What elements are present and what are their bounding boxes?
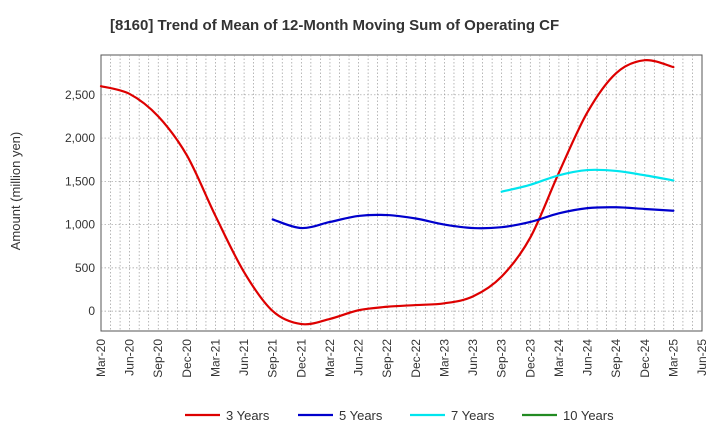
x-tick-label: Mar-22 xyxy=(323,339,337,377)
series-lines xyxy=(99,59,675,326)
x-tick-label: Mar-24 xyxy=(552,339,566,377)
x-tick-label: Sep-23 xyxy=(495,339,509,378)
x-tick-label: Sep-22 xyxy=(380,339,394,378)
x-tick-label: Mar-21 xyxy=(208,339,222,377)
series-line-7-years xyxy=(500,168,675,193)
x-tick-label: Dec-24 xyxy=(638,339,652,378)
x-tick-label: Sep-24 xyxy=(609,339,623,378)
series-line-5-years xyxy=(271,206,675,230)
legend-label: 7 Years xyxy=(451,408,495,423)
x-tick-label: Sep-20 xyxy=(151,339,165,378)
y-tick-label: 2,000 xyxy=(65,131,95,145)
x-tick-label: Jun-20 xyxy=(123,339,137,376)
y-tick-label: 0 xyxy=(88,304,95,318)
x-tick-label: Jun-23 xyxy=(466,339,480,376)
x-tick-label: Mar-23 xyxy=(437,339,451,377)
y-tick-label: 1,500 xyxy=(65,174,95,188)
y-axis-label: Amount (million yen) xyxy=(8,132,23,251)
chart-title: [8160] Trend of Mean of 12-Month Moving … xyxy=(110,17,559,34)
x-tick-label: Mar-25 xyxy=(666,339,680,377)
x-axis-ticks: Mar-20 Jun-20 Sep-20 Dec-20 Mar-21 Jun-21 Sep-… xyxy=(94,339,709,378)
x-tick-label: Jun-24 xyxy=(581,339,595,376)
x-tick-label: Dec-20 xyxy=(180,339,194,378)
legend-label: 3 Years xyxy=(226,408,270,423)
x-tick-label: Dec-21 xyxy=(294,339,308,378)
x-tick-label: Jun-25 xyxy=(695,339,709,376)
plot-area xyxy=(100,54,703,332)
x-tick-label: Jun-22 xyxy=(352,339,366,376)
x-tick-label: Dec-23 xyxy=(523,339,537,378)
y-tick-label: 1,000 xyxy=(65,218,95,232)
legend: 3 Years 5 Years 7 Years 10 Years xyxy=(185,408,614,423)
y-tick-label: 500 xyxy=(75,261,95,275)
y-gridlines xyxy=(101,94,702,312)
x-tick-label: Sep-21 xyxy=(266,339,280,378)
y-tick-label: 2,500 xyxy=(65,88,95,102)
y-axis-ticks: 0 500 1,000 1,500 2,000 2,500 xyxy=(65,88,95,318)
x-tick-label: Mar-20 xyxy=(94,339,108,377)
x-tick-label: Jun-21 xyxy=(237,339,251,376)
x-tick-label: Dec-22 xyxy=(409,339,423,378)
series-line-3-years xyxy=(99,59,675,326)
legend-label: 5 Years xyxy=(339,408,383,423)
x-gridlines xyxy=(110,55,693,331)
legend-label: 10 Years xyxy=(563,408,614,423)
